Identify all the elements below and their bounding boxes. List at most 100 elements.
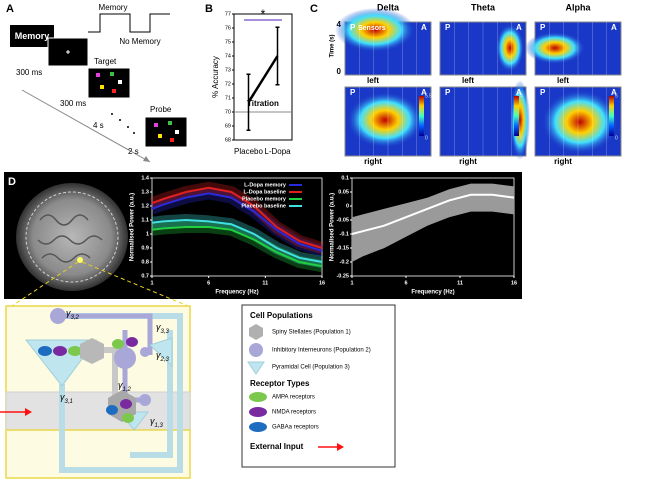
legend-item: AMPA receptors [272,395,315,401]
x-tick-label: 11 [457,280,463,286]
y-axis-label: Normalised Power (a.u.) [130,193,136,261]
gamma-symbol: γ [118,380,123,390]
heatmap-blob [335,8,415,52]
gamma-symbol: γ [60,392,65,402]
y-tick-label: -0.25 [336,273,349,279]
duration-label: 300 ms [16,68,42,77]
gamma-index: 2,3 [160,357,170,363]
probe-screen [144,116,188,148]
connection-label: γ2,3 [156,350,170,362]
stimulus [154,123,158,127]
gamma-labels: γ3,2γ3,3γ2,3γ3,1γ1,2γ1,3 [60,308,170,428]
panel-a: Memory Memory No Memory 300 ms Target 30… [10,3,188,163]
panel-b: 68 69 70 71 72 73 74 75 76 77 % Accuracy Titration *… [211,7,293,156]
direction-label: P [350,88,356,97]
direction-label: P [540,88,546,97]
y-tick-label: 1.2 [141,203,149,209]
y-tick-label: 0.1 [341,175,349,181]
y-tick-label: 72 [225,81,231,87]
x-axis-label: Frequency (Hz) [215,290,258,296]
target-screen [87,67,131,99]
legend-item: Spiny Stellates (Population 1) [272,330,351,336]
y-tick-label: 0 [346,203,349,209]
y-tick-label: 0.9 [141,245,149,251]
x-axis-label: Frequency (Hz) [411,290,454,296]
column-title: Theta [471,2,496,12]
column-title: Delta [377,2,400,12]
panel-label: B [205,3,213,15]
y-tick-label: 73 [225,67,231,73]
legend-item: GABAa receptors [272,425,319,431]
stimulus [96,73,100,77]
legend-icon [249,343,263,357]
delay-dot [127,126,129,128]
memory-trace [88,13,170,33]
y-tick-label: 68 [225,137,231,143]
series-line [151,192,323,252]
screen-label: Probe [150,105,172,114]
sensors-label: Sensors [358,25,386,32]
direction-label: P [540,23,546,32]
direction-label: A [611,23,617,32]
y-tick-label: -0.1 [340,231,349,237]
connection-label: γ3,2 [66,308,80,320]
legend-label: L-Dopa memory [244,182,287,188]
duration-label: 2 s [128,147,139,156]
connection-label: γ1,2 [118,380,132,392]
y-tick-label: 75 [225,39,231,45]
y-tick-label: 76 [225,25,231,31]
stimulus [110,72,114,76]
y-tick-label: 1.3 [141,189,149,195]
view-label: right [554,157,572,166]
view-label: right [459,157,477,166]
circuit-diagram [0,305,191,479]
series-line [151,186,323,249]
legend-icon [249,392,267,402]
colorbar-label: 4 [520,93,523,99]
view-label: left [557,76,569,85]
plot-frame [151,177,323,277]
fixation-cross [66,50,70,54]
reference-label: Titration [247,99,279,108]
y-axis-label: Time (s) [330,35,336,58]
gamma-symbol: γ [66,308,71,318]
legend-label: Placebo baseline [241,203,286,209]
delay-dot [111,113,113,115]
duration-label: 4 s [93,121,104,130]
legend-heading: External Input [250,442,304,451]
stimulus [158,134,162,138]
y-tick-label: 70 [225,109,231,115]
brain-image [16,183,128,291]
heatmap-blob [525,32,585,64]
zoom-line [11,261,79,307]
delay-dot [133,132,135,134]
legend-box: Cell Populations Spiny Stellates (Popula… [241,304,396,468]
y-tick-label: 0.7 [141,273,149,279]
gamma-index: 3,2 [71,315,80,321]
heatmap-blob [347,92,423,148]
direction-label: P [350,23,356,32]
colorbar [514,96,519,136]
cue-text: Memory [15,31,50,41]
trace-label: No Memory [119,37,160,46]
x-tick-label: L-Dopa [264,147,291,156]
column-title: Alpha [565,2,591,12]
gamma-symbol: γ [156,350,161,360]
series-line [151,226,323,268]
significance-label: * [261,7,266,21]
direction-label: A [611,88,617,97]
y-tick-label: 0.8 [141,259,149,265]
x-tick-label: 11 [262,280,268,286]
stimulus [112,89,116,93]
accuracy-line [247,55,279,103]
connection-label: γ1,3 [150,416,164,428]
legend-icon [247,361,265,375]
gamma-index: 3,3 [161,329,170,335]
x-tick-label: 1 [150,280,153,286]
legend-icon [337,443,344,451]
legend-icon [249,407,267,417]
legend-label: L-Dopa baseline [244,189,286,195]
y-tick-label: 1.4 [141,175,150,181]
